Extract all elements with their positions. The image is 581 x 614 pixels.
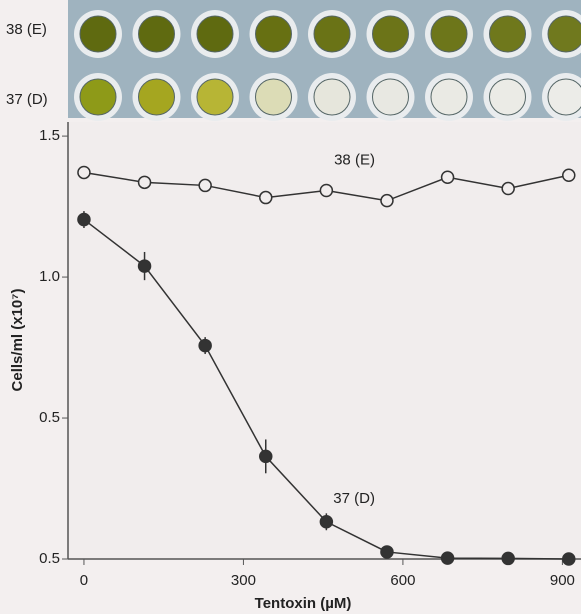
x-tick-label: 0: [80, 572, 88, 589]
y-tick-label: 0.5: [39, 550, 60, 567]
x-axis-label: Tentoxin (µM): [255, 595, 352, 612]
well: [314, 16, 350, 52]
well: [197, 79, 233, 115]
well: [80, 16, 116, 52]
x-tick-label: 600: [390, 572, 415, 589]
well: [431, 79, 467, 115]
marker: [199, 340, 211, 352]
marker: [78, 214, 90, 226]
marker: [320, 185, 332, 197]
well: [373, 16, 409, 52]
well: [490, 16, 526, 52]
marker: [502, 183, 514, 195]
marker: [381, 195, 393, 207]
well: [548, 16, 581, 52]
marker: [381, 546, 393, 558]
y-tick-label: 0.5: [39, 409, 60, 426]
well: [490, 79, 526, 115]
well: [373, 79, 409, 115]
well: [548, 79, 581, 115]
x-tick-label: 900: [550, 572, 575, 589]
annotation: 37 (D): [333, 490, 375, 507]
marker: [199, 179, 211, 191]
marker: [78, 166, 90, 178]
marker: [502, 552, 514, 564]
well: [431, 16, 467, 52]
well: [139, 16, 175, 52]
marker: [563, 169, 575, 181]
marker: [442, 552, 454, 564]
marker: [442, 171, 454, 183]
marker: [260, 450, 272, 462]
well: [256, 16, 292, 52]
well: [197, 16, 233, 52]
page: {"chart_data": {"type": "line", "photo_l…: [0, 0, 581, 614]
annotation: 38 (E): [334, 152, 375, 169]
marker: [260, 192, 272, 204]
y-tick-label: 1.0: [39, 268, 60, 285]
well: [256, 79, 292, 115]
figure: 38 (E) 37 (D) Tentoxin (µM) Cells/ml (x1…: [0, 0, 581, 614]
photo-label: 37 (D): [6, 91, 48, 108]
well: [80, 79, 116, 115]
photo-label: 38 (E): [6, 21, 47, 38]
well: [314, 79, 350, 115]
marker: [139, 260, 151, 272]
y-tick-label: 1.5: [39, 127, 60, 144]
y-axis-label: Cells/ml (x10⁷): [9, 289, 26, 392]
marker: [563, 553, 575, 565]
marker: [320, 516, 332, 528]
x-tick-label: 300: [231, 572, 256, 589]
marker: [139, 176, 151, 188]
well: [139, 79, 175, 115]
